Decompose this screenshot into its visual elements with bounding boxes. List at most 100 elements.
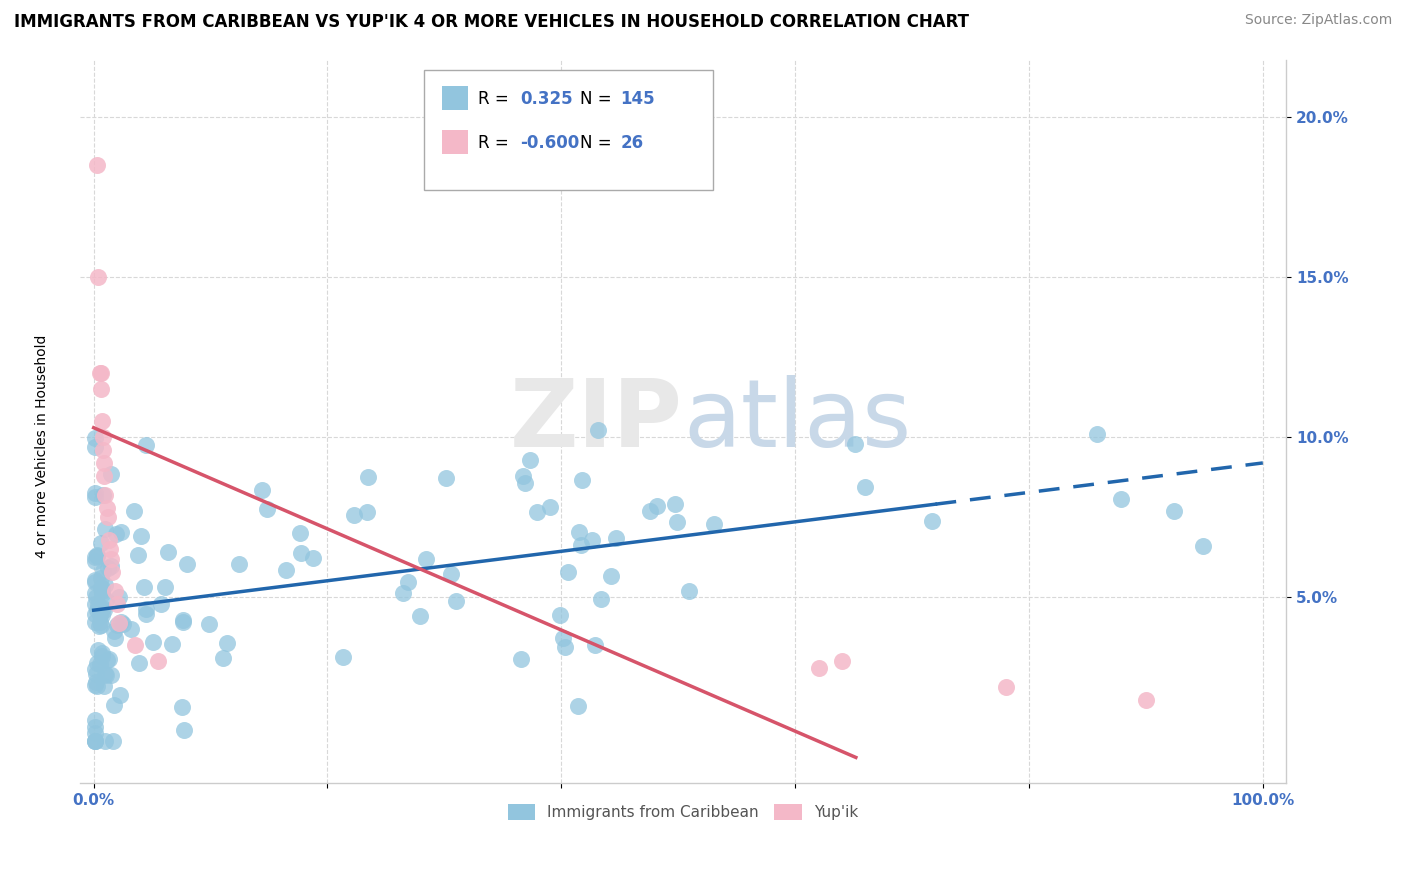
- Point: [90, 584, 112, 599]
- Point: [1111, 492, 1133, 507]
- Point: [91, 601, 114, 615]
- Point: [86, 158, 108, 172]
- Point: [84, 675, 107, 690]
- Point: [98, 542, 121, 557]
- Point: [647, 499, 669, 513]
- Point: [146, 654, 169, 668]
- Point: [129, 529, 152, 543]
- Point: [105, 597, 128, 611]
- Point: [217, 636, 239, 650]
- Point: [134, 580, 156, 594]
- Point: [100, 668, 122, 682]
- Point: [589, 591, 612, 606]
- Text: 4 or more Vehicles in Household: 4 or more Vehicles in Household: [35, 334, 49, 558]
- Point: [666, 515, 689, 529]
- Point: [585, 639, 607, 653]
- Point: [90, 367, 112, 381]
- Point: [98, 652, 121, 666]
- Point: [87, 598, 110, 612]
- Text: N =: N =: [581, 134, 612, 152]
- Point: [250, 483, 273, 498]
- Point: [678, 583, 700, 598]
- Point: [87, 270, 110, 285]
- Point: [91, 488, 114, 502]
- Point: [86, 549, 108, 563]
- Point: [83, 550, 105, 565]
- Point: [343, 508, 366, 522]
- Point: [605, 531, 627, 545]
- Point: [127, 548, 149, 562]
- Point: [91, 430, 114, 444]
- Point: [89, 367, 111, 381]
- Point: [170, 700, 193, 714]
- Point: [1135, 693, 1157, 707]
- Point: [567, 524, 589, 539]
- Point: [86, 642, 108, 657]
- Point: [290, 546, 312, 560]
- Point: [90, 649, 112, 664]
- Point: [100, 552, 122, 566]
- Point: [83, 574, 105, 589]
- Point: [93, 456, 115, 470]
- Point: [83, 440, 105, 454]
- Point: [90, 587, 112, 601]
- Point: [104, 584, 127, 599]
- Point: [538, 500, 561, 515]
- Point: [83, 586, 105, 600]
- Point: [84, 667, 107, 681]
- Point: [83, 431, 105, 445]
- Point: [519, 452, 541, 467]
- Point: [101, 734, 124, 748]
- Point: [440, 567, 463, 582]
- Point: [94, 522, 117, 536]
- Point: [97, 510, 120, 524]
- Point: [415, 551, 437, 566]
- Point: [90, 571, 112, 585]
- Point: [90, 581, 112, 595]
- Point: [83, 553, 105, 567]
- Point: [844, 436, 866, 450]
- Point: [391, 586, 413, 600]
- Point: [172, 613, 194, 627]
- Point: [83, 598, 105, 612]
- Point: [83, 734, 105, 748]
- Point: [94, 488, 117, 502]
- Point: [176, 557, 198, 571]
- Point: [111, 617, 134, 632]
- Point: [921, 514, 943, 528]
- Point: [97, 533, 120, 547]
- Point: [104, 631, 127, 645]
- Point: [571, 473, 593, 487]
- Point: [90, 581, 112, 595]
- Text: R =: R =: [478, 90, 509, 109]
- FancyBboxPatch shape: [441, 87, 468, 111]
- Text: 0.325: 0.325: [520, 90, 572, 109]
- Point: [807, 661, 830, 675]
- Point: [94, 666, 117, 681]
- Point: [90, 535, 112, 549]
- Point: [581, 533, 603, 548]
- Point: [83, 678, 105, 692]
- Point: [256, 502, 278, 516]
- Point: [120, 622, 142, 636]
- Point: [86, 549, 108, 563]
- Point: [1163, 503, 1185, 517]
- Text: 26: 26: [620, 134, 644, 152]
- Point: [96, 500, 118, 515]
- Point: [172, 615, 194, 630]
- Point: [83, 607, 105, 622]
- Point: [103, 624, 125, 638]
- Point: [1192, 539, 1215, 553]
- Point: [83, 615, 105, 630]
- Point: [526, 506, 548, 520]
- Point: [160, 637, 183, 651]
- Point: [89, 615, 111, 629]
- Point: [302, 550, 325, 565]
- Point: [90, 382, 112, 396]
- Point: [110, 524, 132, 539]
- Point: [567, 698, 589, 713]
- Point: [586, 423, 609, 437]
- Point: [86, 679, 108, 693]
- Point: [212, 651, 235, 665]
- Point: [90, 414, 112, 428]
